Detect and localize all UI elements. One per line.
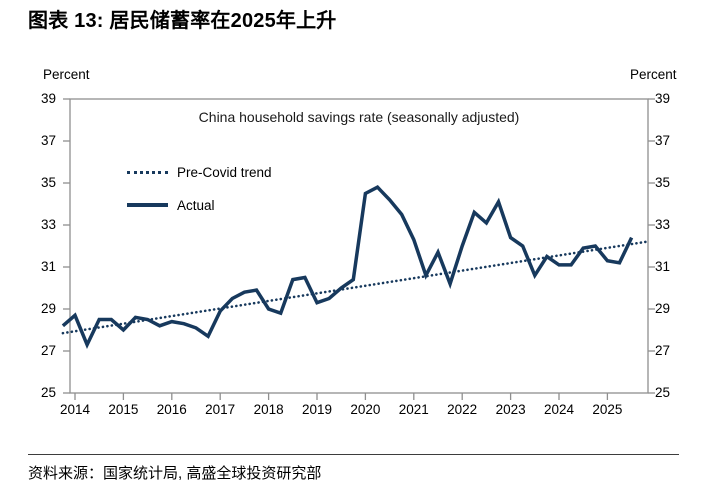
y-tick-label-right: 37 (655, 133, 671, 148)
x-tick-label: 2014 (59, 402, 91, 417)
legend-trend-label: Pre-Covid trend (177, 164, 272, 180)
y-tick-label-left: 39 (40, 91, 56, 106)
x-tick-label: 2019 (301, 402, 333, 417)
page-title: 图表 13: 居民储蓄率在2025年上升 (28, 10, 337, 32)
chart-title: China household savings rate (seasonally… (198, 109, 520, 125)
y-tick-label-left: 35 (40, 175, 56, 190)
x-tick-label: 2022 (447, 402, 478, 417)
y-tick-label-right: 27 (655, 343, 671, 358)
x-tick-label: 2024 (543, 402, 575, 417)
y-tick-label-right: 31 (655, 259, 671, 274)
x-tick-label: 2020 (350, 402, 381, 417)
actual-line (61, 185, 634, 349)
x-tick-label: 2021 (398, 402, 429, 417)
y-tick-label-left: 29 (40, 301, 56, 316)
y-tick-label-right: 33 (655, 217, 671, 232)
y-tick-label-right: 35 (655, 175, 671, 190)
source-divider (28, 454, 679, 455)
legend-item-actual: Actual (127, 196, 272, 214)
x-tick-label: 2016 (156, 402, 187, 417)
x-tick-label: 2018 (253, 402, 284, 417)
trend-line (61, 240, 648, 335)
x-tick-label: 2017 (205, 402, 236, 417)
y-tick-label-left: 27 (40, 343, 56, 358)
legend-item-trend: Pre-Covid trend (127, 163, 272, 181)
y-tick-label-left: 37 (40, 133, 56, 148)
y-axis-unit-left: Percent (43, 67, 90, 82)
chart-legend: Pre-Covid trend Actual (127, 163, 272, 229)
y-tick-label-left: 33 (40, 217, 56, 232)
x-tick-label: 2015 (108, 402, 139, 417)
dotted-line-icon (127, 170, 168, 174)
y-axis-unit-right: Percent (630, 67, 677, 82)
y-tick-label-right: 29 (655, 301, 671, 316)
plot-frame (69, 98, 649, 394)
y-tick-label-right: 25 (655, 385, 671, 400)
y-tick-label-left: 25 (40, 385, 56, 400)
x-tick-label: 2023 (495, 402, 526, 417)
legend-actual-label: Actual (177, 197, 215, 213)
solid-line-icon (127, 203, 168, 207)
y-tick-label-left: 31 (40, 259, 56, 274)
x-tick-label: 2025 (592, 402, 623, 417)
source-text: 资料来源：国家统计局, 高盛全球投资研究部 (28, 465, 322, 482)
y-tick-label-right: 39 (655, 91, 671, 106)
